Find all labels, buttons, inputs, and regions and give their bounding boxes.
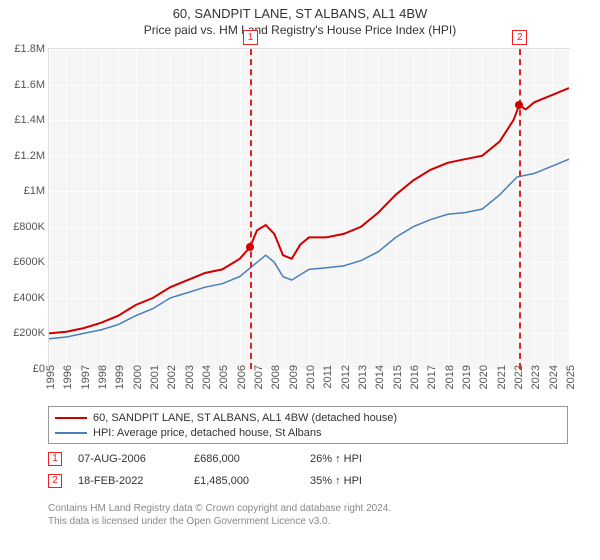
sale-row: 2 18-FEB-2022 £1,485,000 35% ↑ HPI [48,470,568,492]
legend-label: HPI: Average price, detached house, St A… [93,427,322,439]
y-tick-label: £400K [1,292,45,304]
sale-date: 18-FEB-2022 [78,475,178,487]
sale-number-box: 1 [48,452,62,466]
chart-lines [49,49,569,369]
sale-price: £686,000 [194,453,294,465]
y-tick-label: £1.6M [1,79,45,91]
sale-diff: 35% ↑ HPI [310,475,410,487]
callout-box: 2 [512,30,527,45]
page-subtitle: Price paid vs. HM Land Registry's House … [0,21,600,41]
y-tick-label: £1M [1,185,45,197]
page-title: 60, SANDPIT LANE, ST ALBANS, AL1 4BW [0,0,600,21]
legend-item: HPI: Average price, detached house, St A… [55,425,561,440]
y-tick-label: £1.8M [1,43,45,55]
sales-table: 1 07-AUG-2006 £686,000 26% ↑ HPI 2 18-FE… [48,448,568,492]
sale-number-box: 2 [48,474,62,488]
reference-line [250,49,252,369]
y-tick-label: £200K [1,327,45,339]
credits: Contains HM Land Registry data © Crown c… [48,498,568,528]
sale-price: £1,485,000 [194,475,294,487]
credits-line: This data is licensed under the Open Gov… [48,515,568,528]
sale-diff: 26% ↑ HPI [310,453,410,465]
legend: 60, SANDPIT LANE, ST ALBANS, AL1 4BW (de… [48,406,568,444]
y-tick-label: £1.2M [1,150,45,162]
sale-date: 07-AUG-2006 [78,453,178,465]
y-tick-label: £1.4M [1,114,45,126]
y-tick-label: £600K [1,256,45,268]
reference-line [519,49,521,369]
credits-line: Contains HM Land Registry data © Crown c… [48,502,568,515]
legend-swatch [55,432,87,434]
sale-point [515,101,523,109]
legend-swatch [55,417,87,419]
sale-point [246,243,254,251]
y-tick-label: £0 [1,363,45,375]
series-line [49,88,569,333]
y-tick-label: £800K [1,221,45,233]
series-line [49,159,569,339]
callout-box: 1 [243,30,258,45]
sale-row: 1 07-AUG-2006 £686,000 26% ↑ HPI [48,448,568,470]
chart: £0£200K£400K£600K£800K£1M£1.2M£1.4M£1.6M… [48,48,570,370]
legend-item: 60, SANDPIT LANE, ST ALBANS, AL1 4BW (de… [55,410,561,425]
legend-label: 60, SANDPIT LANE, ST ALBANS, AL1 4BW (de… [93,412,397,424]
